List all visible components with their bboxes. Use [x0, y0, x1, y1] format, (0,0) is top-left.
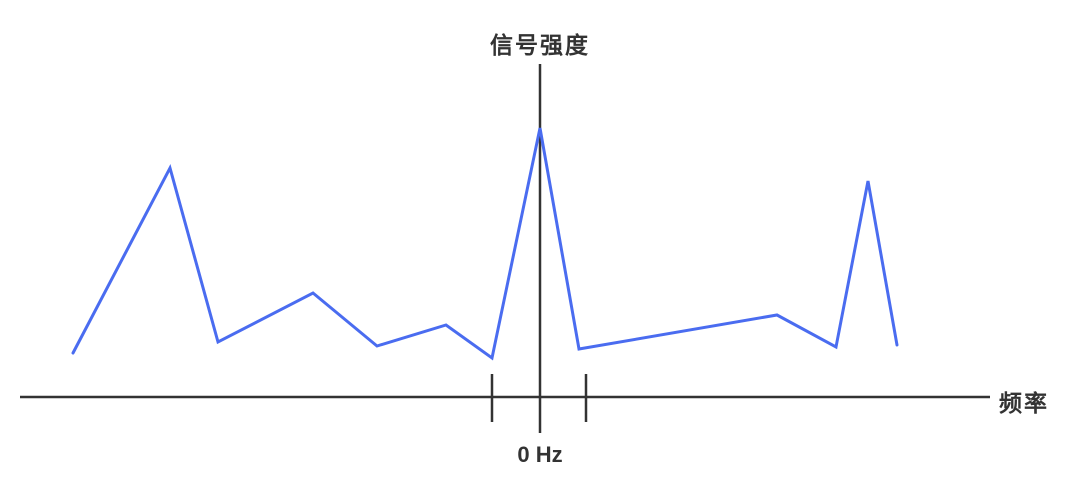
spectrum-trace-polyline [71, 127, 899, 361]
origin-tick-label: 0 Hz [517, 442, 563, 467]
x-axis-title: 频率 [999, 390, 1049, 416]
y-axis-title: 信号强度 [490, 32, 590, 58]
